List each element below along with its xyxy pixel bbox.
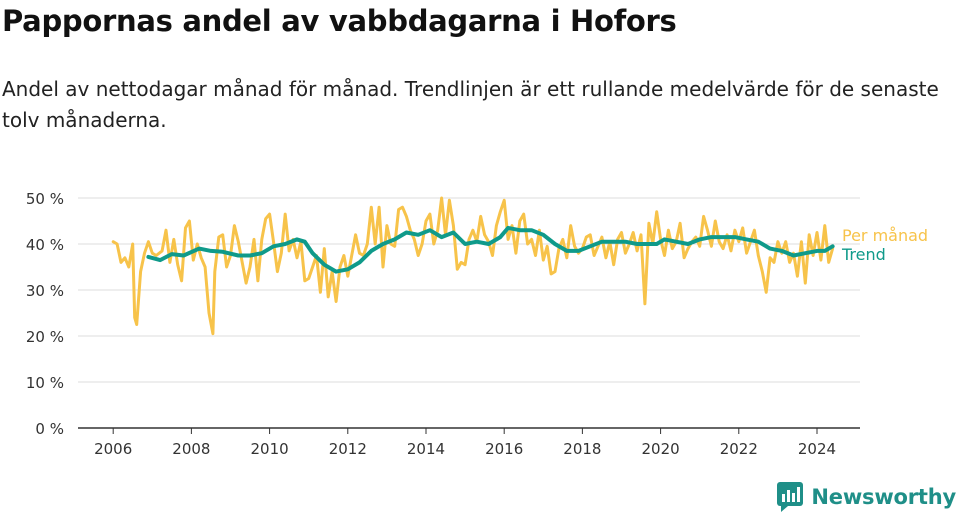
newsworthy-icon [777, 482, 804, 512]
x-tick-label: 2018 [563, 440, 601, 458]
y-tick-label: 30 % [26, 282, 64, 300]
x-tick-label: 2012 [329, 440, 367, 458]
chart-subtitle: Andel av nettodagar månad för månad. Tre… [2, 77, 939, 132]
per-manad-line [111, 196, 835, 336]
brand-logo: Newsworthy [777, 482, 956, 512]
x-tick-label: 2016 [485, 440, 523, 458]
y-tick-label: 20 % [26, 328, 64, 346]
y-tick-label: 10 % [26, 374, 64, 392]
x-axis: 2006 2008 2010 2012 2014 2016 2018 2020 2022 2024 [78, 427, 860, 458]
series-group [111, 196, 835, 336]
legend-trend: Trend [841, 245, 886, 264]
x-tick-label: 2006 [94, 440, 132, 458]
x-tick-label: 2014 [407, 440, 445, 458]
brand-name: Newsworthy [811, 485, 956, 509]
y-axis-ticks: 0 % 10 % 20 % 30 % 40 % 50 % [26, 190, 64, 438]
legend-per-manad: Per månad [842, 226, 928, 245]
x-tick-label: 2024 [798, 440, 836, 458]
x-tick-label: 2008 [172, 440, 210, 458]
x-tick-label: 2020 [641, 440, 679, 458]
x-tick-label: 2010 [250, 440, 288, 458]
y-tick-label: 0 % [35, 420, 64, 438]
trend-line [146, 225, 835, 274]
y-tick-label: 50 % [26, 190, 64, 208]
chart-title: Pappornas andel av vabbdagarna i Hofors [2, 4, 677, 38]
x-tick-label: 2022 [720, 440, 758, 458]
grid-lines [78, 197, 860, 383]
y-tick-label: 40 % [26, 236, 64, 254]
